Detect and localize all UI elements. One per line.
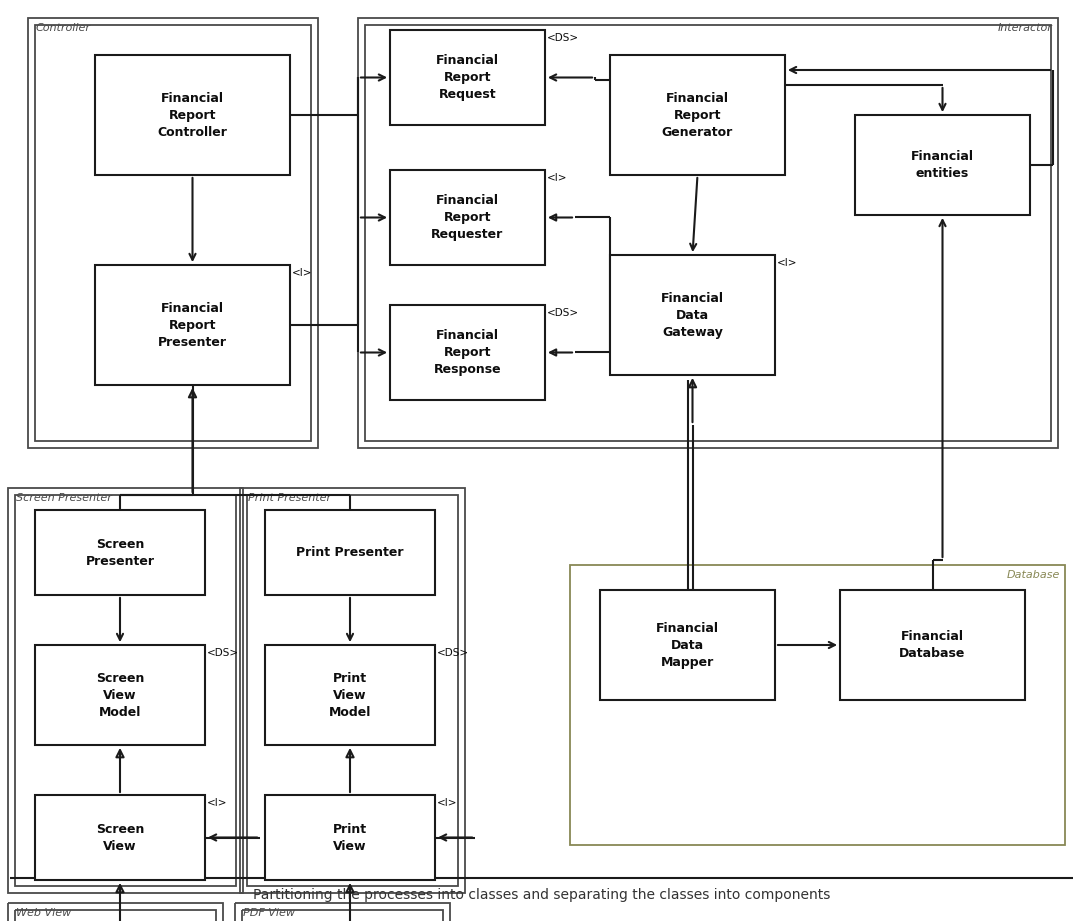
Text: Interactor: Interactor: [999, 23, 1053, 33]
Bar: [390, 30, 545, 125]
Bar: [35, 510, 205, 595]
Bar: [242, 910, 443, 921]
Text: Controller: Controller: [36, 23, 91, 33]
Bar: [265, 510, 435, 595]
Text: <I>: <I>: [292, 268, 313, 278]
Bar: [390, 305, 545, 400]
Bar: [265, 795, 435, 880]
Bar: [390, 170, 545, 265]
Text: <I>: <I>: [547, 173, 567, 183]
Text: Financial
Data
Mapper: Financial Data Mapper: [656, 622, 719, 669]
Bar: [35, 645, 205, 745]
Bar: [8, 488, 243, 893]
Text: <I>: <I>: [438, 798, 457, 808]
Bar: [610, 255, 775, 375]
Text: Screen
View: Screen View: [95, 822, 144, 853]
Bar: [35, 795, 205, 880]
Text: Financial
entities: Financial entities: [911, 150, 974, 180]
Text: <DS>: <DS>: [547, 308, 579, 318]
Bar: [365, 25, 1051, 441]
Text: Financial
Report
Generator: Financial Report Generator: [662, 91, 733, 138]
Bar: [95, 55, 290, 175]
Text: Screen
Presenter: Screen Presenter: [86, 538, 155, 567]
Bar: [235, 903, 451, 921]
Text: Financial
Report
Presenter: Financial Report Presenter: [158, 301, 227, 348]
Bar: [358, 18, 1058, 448]
Bar: [265, 645, 435, 745]
Text: Screen Presenter: Screen Presenter: [16, 493, 112, 503]
Bar: [35, 25, 311, 441]
Text: Print
View
Model: Print View Model: [329, 671, 371, 718]
Text: Screen
View
Model: Screen View Model: [95, 671, 144, 718]
Bar: [95, 265, 290, 385]
Bar: [8, 903, 223, 921]
Text: <DS>: <DS>: [438, 648, 469, 658]
Bar: [570, 565, 1065, 845]
Text: <I>: <I>: [207, 798, 227, 808]
Text: Financial
Report
Response: Financial Report Response: [433, 329, 501, 376]
Bar: [15, 910, 216, 921]
Text: Financial
Database: Financial Database: [899, 630, 966, 660]
Text: Financial
Report
Requester: Financial Report Requester: [431, 194, 504, 241]
Bar: [240, 488, 465, 893]
Bar: [28, 18, 318, 448]
Bar: [15, 495, 236, 886]
Text: <DS>: <DS>: [547, 33, 579, 43]
Bar: [600, 590, 775, 700]
Text: Database: Database: [1006, 570, 1060, 580]
Bar: [840, 590, 1025, 700]
Text: Financial
Data
Gateway: Financial Data Gateway: [661, 292, 725, 339]
Text: Financial
Report
Controller: Financial Report Controller: [157, 91, 227, 138]
Text: Partitioning the processes into classes and separating the classes into componen: Partitioning the processes into classes …: [252, 888, 831, 902]
Text: Print
View: Print View: [332, 822, 367, 853]
Bar: [610, 55, 785, 175]
Text: Web View: Web View: [16, 908, 71, 918]
Text: <I>: <I>: [777, 258, 797, 268]
Text: Print Presenter: Print Presenter: [248, 493, 331, 503]
Text: <DS>: <DS>: [207, 648, 239, 658]
Text: Financial
Report
Request: Financial Report Request: [436, 54, 499, 101]
Bar: [854, 115, 1030, 215]
Text: PDF View: PDF View: [243, 908, 295, 918]
Bar: [247, 495, 458, 886]
Text: Print Presenter: Print Presenter: [297, 546, 404, 559]
